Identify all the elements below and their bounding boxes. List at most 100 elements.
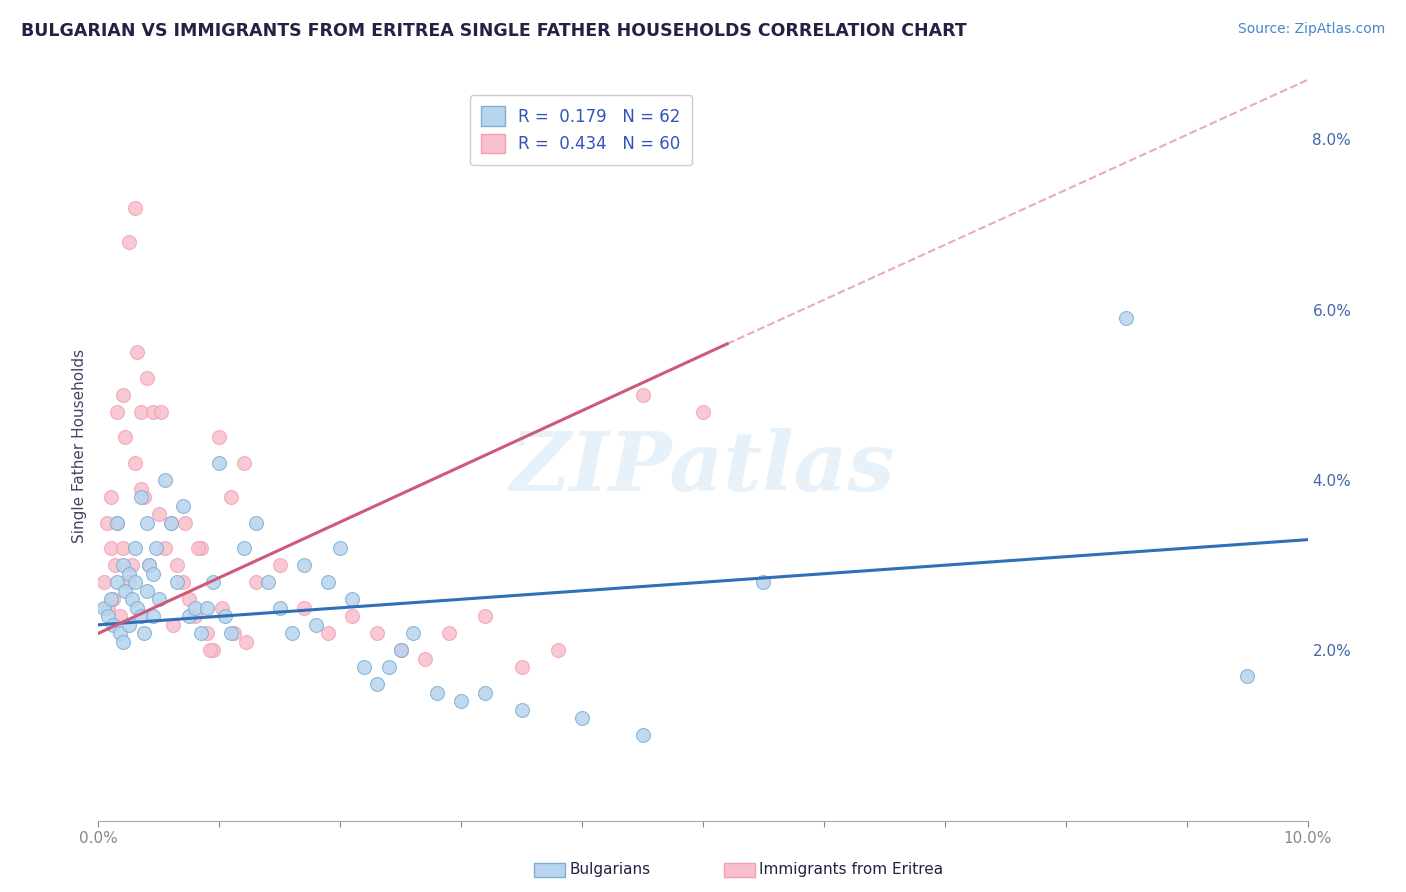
Legend: R =  0.179   N = 62, R =  0.434   N = 60: R = 0.179 N = 62, R = 0.434 N = 60 [470, 95, 692, 165]
Point [104, 558, 127, 573]
Point [474, 609, 496, 624]
Point [232, 541, 254, 556]
Point [571, 711, 593, 725]
Point [474, 686, 496, 700]
Point [195, 600, 218, 615]
Point [114, 430, 136, 444]
Point [127, 345, 149, 359]
Point [105, 575, 128, 590]
Point [202, 575, 225, 590]
Point [752, 575, 775, 590]
Point [148, 507, 170, 521]
Point [389, 643, 412, 657]
Point [292, 558, 315, 573]
Point [166, 558, 188, 573]
Point [135, 583, 157, 598]
Point [108, 626, 131, 640]
Point [111, 388, 134, 402]
Point [245, 516, 267, 530]
Point [222, 626, 245, 640]
Point [221, 626, 243, 640]
Point [101, 617, 124, 632]
Point [134, 490, 156, 504]
Point [124, 575, 146, 590]
Point [153, 541, 176, 556]
Point [118, 575, 141, 590]
Text: ZIPatlas: ZIPatlas [510, 428, 896, 508]
Point [221, 490, 243, 504]
Point [202, 643, 225, 657]
Point [97, 600, 120, 615]
Point [93, 600, 115, 615]
Point [172, 499, 194, 513]
Point [127, 600, 149, 615]
Point [160, 516, 183, 530]
Point [148, 592, 170, 607]
Point [121, 592, 143, 607]
Point [100, 592, 122, 607]
Point [142, 405, 165, 419]
Point [413, 652, 436, 666]
Point [150, 405, 173, 419]
Point [145, 541, 167, 556]
Point [450, 694, 472, 708]
Point [198, 643, 221, 657]
Point [172, 575, 194, 590]
Point [97, 609, 120, 624]
Point [184, 600, 207, 615]
Point [692, 405, 714, 419]
Point [342, 592, 364, 607]
Point [135, 371, 157, 385]
Point [118, 617, 141, 632]
Point [366, 626, 388, 640]
Point [129, 490, 152, 504]
Point [105, 516, 128, 530]
Point [174, 516, 197, 530]
Point [305, 617, 328, 632]
Point [190, 626, 212, 640]
Point [214, 609, 236, 624]
Point [211, 600, 233, 615]
Point [232, 456, 254, 470]
Point [208, 456, 231, 470]
Point [329, 541, 352, 556]
Point [510, 703, 533, 717]
Point [190, 541, 212, 556]
Point [342, 609, 364, 624]
Point [1115, 311, 1137, 326]
Point [437, 626, 460, 640]
Point [111, 541, 134, 556]
Text: Bulgarians: Bulgarians [569, 863, 651, 877]
Point [316, 575, 339, 590]
Text: BULGARIAN VS IMMIGRANTS FROM ERITREA SINGLE FATHER HOUSEHOLDS CORRELATION CHART: BULGARIAN VS IMMIGRANTS FROM ERITREA SIN… [21, 22, 967, 40]
Point [366, 677, 388, 691]
Point [96, 516, 118, 530]
Point [135, 516, 157, 530]
Point [1236, 669, 1258, 683]
Point [142, 609, 165, 624]
Point [292, 600, 315, 615]
Y-axis label: Single Father Households: Single Father Households [72, 349, 87, 543]
Point [129, 609, 152, 624]
Point [281, 626, 304, 640]
Point [93, 575, 115, 590]
Point [426, 686, 449, 700]
Point [105, 405, 128, 419]
Point [235, 635, 257, 649]
Point [162, 617, 184, 632]
Point [100, 541, 122, 556]
Point [101, 592, 124, 607]
Point [269, 600, 291, 615]
Point [114, 583, 136, 598]
Point [631, 388, 654, 402]
Point [187, 541, 209, 556]
Point [111, 635, 134, 649]
Point [153, 473, 176, 487]
Point [316, 626, 339, 640]
Point [184, 609, 207, 624]
Point [353, 660, 375, 674]
Point [195, 626, 218, 640]
Point [138, 558, 160, 573]
Point [129, 482, 152, 496]
Point [124, 201, 146, 215]
